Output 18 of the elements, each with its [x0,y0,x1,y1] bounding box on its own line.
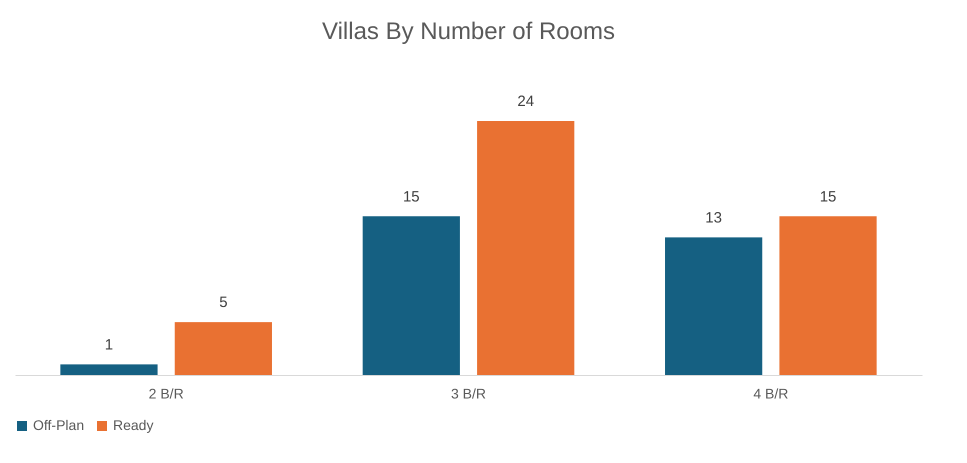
data-label: 5 [219,294,228,312]
data-label: 24 [517,93,534,110]
data-label: 15 [820,188,836,206]
bar [362,216,460,375]
chart-title: Villas By Number of Rooms [322,18,615,45]
bar [174,322,272,375]
bar [477,121,574,375]
x-tick-label: 2 B/R [148,386,184,402]
x-tick-label: 4 B/R [753,386,788,402]
bar [665,237,762,375]
bar [779,216,877,375]
data-label: 15 [402,188,420,206]
data-label: 13 [705,209,722,226]
bar [60,364,158,375]
data-label: 1 [104,336,114,354]
legend-label: Off-Plan [33,417,84,433]
x-tick-label: 3 B/R [450,386,486,402]
legend-label: Ready [113,417,154,433]
